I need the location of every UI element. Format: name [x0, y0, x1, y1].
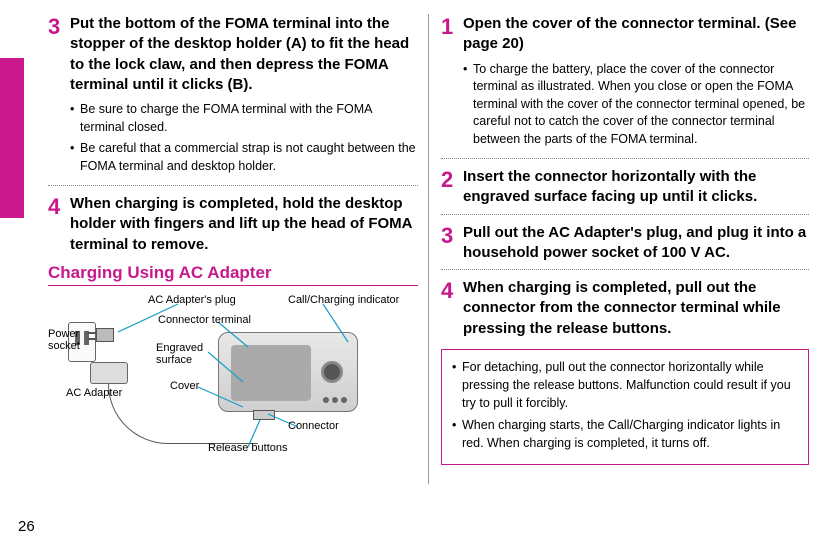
- step-1: 1 Open the cover of the connector termin…: [441, 14, 809, 55]
- step-heading: When charging is completed, pull out the…: [463, 278, 809, 339]
- step-3r: 3 Pull out the AC Adapter's plug, and pl…: [441, 223, 809, 264]
- step-number: 4: [48, 194, 70, 255]
- step-heading: Insert the connector horizontally with t…: [463, 167, 809, 208]
- phone-buttons-icon: [323, 397, 347, 403]
- section-title: Charging Using AC Adapter: [48, 263, 418, 286]
- note-item: Be careful that a commercial strap is no…: [70, 140, 418, 175]
- dotted-separator: [48, 185, 418, 186]
- label-indicator: Call/Charging indicator: [288, 294, 399, 306]
- step-number: 1: [441, 14, 463, 55]
- label-cover: Cover: [170, 380, 199, 392]
- step-heading: Open the cover of the connector terminal…: [463, 14, 809, 55]
- left-column: 3 Put the bottom of the FOMA terminal in…: [48, 14, 426, 484]
- label-release-buttons: Release buttons: [208, 442, 288, 454]
- ac-adapter-icon: [90, 362, 128, 384]
- label-ac-adapter: AC Adapter: [66, 387, 122, 399]
- label-power-socket: Powersocket: [48, 328, 80, 352]
- column-divider: [428, 14, 429, 484]
- label-engraved-surface: Engravedsurface: [156, 342, 203, 366]
- step-2: 2 Insert the connector horizontally with…: [441, 167, 809, 208]
- label-connector: Connector: [288, 420, 339, 432]
- manual-page: Basic Operation 3 Put the bottom of the …: [0, 0, 827, 543]
- step-number: 3: [48, 14, 70, 95]
- right-column: 1 Open the cover of the connector termin…: [431, 14, 809, 484]
- note-item: To charge the battery, place the cover o…: [463, 61, 809, 149]
- ac-adapter-figure: Powersocket AC Adapter AC Adapter's plug…: [48, 292, 408, 462]
- step-4: 4 When charging is completed, hold the d…: [48, 194, 418, 255]
- tip-box: For detaching, pull out the connector ho…: [441, 349, 809, 466]
- step-3-notes: Be sure to charge the FOMA terminal with…: [70, 101, 418, 175]
- side-section-label: Basic Operation: [2, 88, 20, 218]
- step-3: 3 Put the bottom of the FOMA terminal in…: [48, 14, 418, 95]
- label-connector-terminal: Connector terminal: [158, 314, 251, 326]
- step-1-notes: To charge the battery, place the cover o…: [463, 61, 809, 149]
- connector-icon: [253, 410, 275, 420]
- tip-item: For detaching, pull out the connector ho…: [452, 358, 798, 412]
- page-number: 26: [18, 518, 35, 535]
- step-number: 2: [441, 167, 463, 208]
- tip-item: When charging starts, the Call/Charging …: [452, 416, 798, 452]
- label-plug: AC Adapter's plug: [148, 294, 236, 306]
- dotted-separator: [441, 269, 809, 270]
- step-heading: When charging is completed, hold the des…: [70, 194, 418, 255]
- note-item: Be sure to charge the FOMA terminal with…: [70, 101, 418, 136]
- phone-icon: [218, 332, 358, 412]
- two-column-layout: 3 Put the bottom of the FOMA terminal in…: [48, 14, 809, 484]
- step-number: 3: [441, 223, 463, 264]
- lens-icon: [321, 361, 343, 383]
- step-number: 4: [441, 278, 463, 339]
- step-heading: Put the bottom of the FOMA terminal into…: [70, 14, 418, 95]
- plug-icon: [96, 328, 114, 342]
- dotted-separator: [441, 214, 809, 215]
- step-4r: 4 When charging is completed, pull out t…: [441, 278, 809, 339]
- step-heading: Pull out the AC Adapter's plug, and plug…: [463, 223, 809, 264]
- dotted-separator: [441, 158, 809, 159]
